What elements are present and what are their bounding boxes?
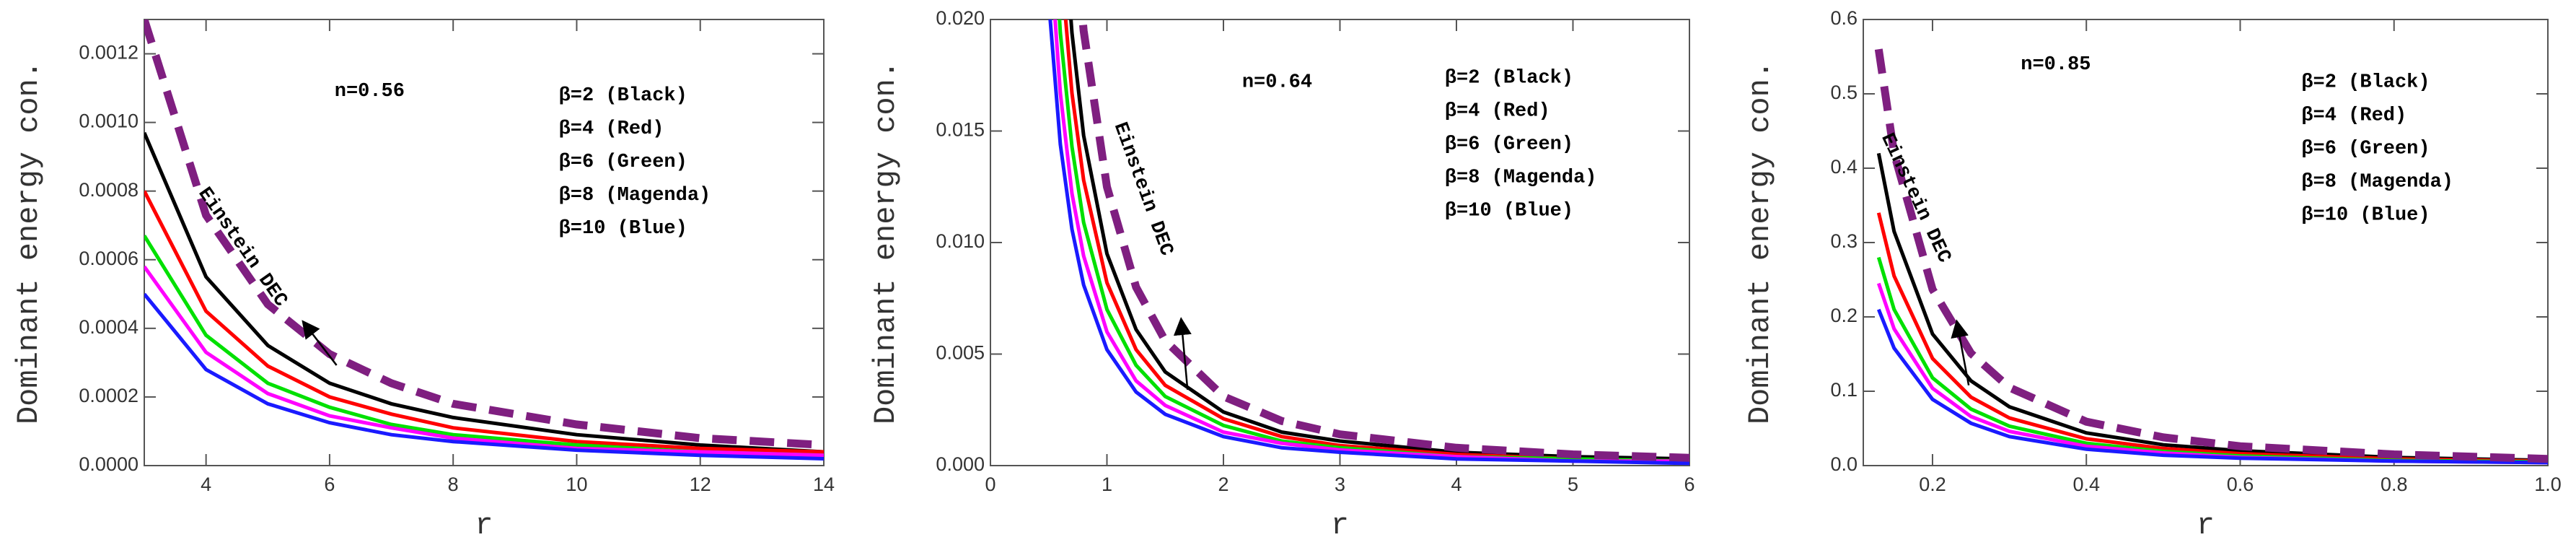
y-tick-label: 0.6 xyxy=(1830,7,1858,29)
x-tick-label: 1 xyxy=(1102,474,1112,495)
legend-entry: β=8 (Magenda) xyxy=(1445,167,1597,188)
series-line xyxy=(1058,19,1689,463)
plot-frame xyxy=(1863,19,2549,466)
x-tick-label: 0.8 xyxy=(2381,474,2408,495)
x-axis-label: r xyxy=(1331,508,1349,543)
y-tick-label: 0.010 xyxy=(936,230,985,252)
y-tick-label: 0.0000 xyxy=(79,453,139,475)
legend-entry: β=4 (Red) xyxy=(559,118,664,140)
x-tick-label: 0.2 xyxy=(1919,474,1946,495)
legend-entry: β=6 (Green) xyxy=(2301,139,2430,160)
x-tick-label: 0.6 xyxy=(2227,474,2254,495)
legend-entry: β=8 (Magenda) xyxy=(559,185,711,206)
x-tick-label: 5 xyxy=(1568,474,1578,495)
y-axis-label: Dominant energy con. xyxy=(12,61,46,424)
lines xyxy=(1048,19,1689,466)
x-tick-label: 1.0 xyxy=(2534,474,2562,495)
series-line xyxy=(144,190,824,454)
x-tick-label: 8 xyxy=(448,474,459,495)
legend-entry: β=2 (Black) xyxy=(2301,72,2430,94)
series-line xyxy=(1876,282,2548,465)
legend-entry: β=4 (Red) xyxy=(1445,100,1550,122)
y-tick-label: 0.0 xyxy=(1830,453,1858,475)
x-tick-label: 12 xyxy=(690,474,711,495)
y-tick-label: 0.000 xyxy=(936,453,985,475)
y-axis-label: Dominant energy con. xyxy=(1743,61,1777,424)
series-line xyxy=(1063,19,1689,463)
series-line xyxy=(1078,19,1689,462)
legend-entry: β=6 (Green) xyxy=(559,152,687,173)
legend-entry: β=4 (Red) xyxy=(2301,105,2406,127)
legend-entry: β=10 (Blue) xyxy=(559,218,687,240)
y-tick-label: 0.0010 xyxy=(79,110,139,132)
series-line xyxy=(144,292,824,461)
y-tick-label: 0.005 xyxy=(936,342,985,364)
y-tick-label: 0.5 xyxy=(1830,82,1858,103)
annotation: n=0.85 xyxy=(2021,54,2091,76)
legend-entry: β=8 (Magenda) xyxy=(2301,172,2453,193)
x-tick-label: 10 xyxy=(566,474,587,495)
y-tick-label: 0.1 xyxy=(1830,379,1858,401)
y-tick-label: 0.0002 xyxy=(79,385,139,406)
plot-frame xyxy=(990,19,1690,466)
x-axis-label: r xyxy=(2197,508,2215,543)
x-tick-label: 6 xyxy=(324,474,335,495)
legend-entry: β=10 (Blue) xyxy=(2301,205,2430,227)
x-tick-label: 0 xyxy=(985,474,995,495)
annotation: n=0.56 xyxy=(335,81,405,103)
y-tick-label: 0.0012 xyxy=(79,42,139,64)
legend-entry: β=2 (Black) xyxy=(1445,67,1573,89)
x-tick-label: 2 xyxy=(1218,474,1228,495)
curve-label: Einstein DEC xyxy=(193,184,291,311)
legend-entry: β=6 (Green) xyxy=(1445,134,1573,155)
y-axis-label: Dominant energy con. xyxy=(869,61,903,424)
lines xyxy=(144,19,824,461)
x-tick-label: 4 xyxy=(1451,474,1461,495)
x-tick-label: 14 xyxy=(813,474,835,495)
series-line xyxy=(144,131,824,454)
panel: 0.000 0.005 0.010 0.015 0.020 0 1 2 3 4 5 6 β=2 (Bla… xyxy=(869,7,1694,543)
lines xyxy=(1874,48,2548,465)
series-line xyxy=(1048,19,1689,466)
series-line xyxy=(1874,48,2548,463)
legend-entry: β=2 (Black) xyxy=(559,85,687,107)
series-line xyxy=(144,265,824,458)
arrow xyxy=(1173,317,1192,391)
y-tick-label: 0.3 xyxy=(1830,230,1858,252)
legend-entry: β=10 (Blue) xyxy=(1445,200,1573,222)
series-line xyxy=(1069,19,1689,461)
x-tick-label: 3 xyxy=(1335,474,1345,495)
y-tick-label: 0.4 xyxy=(1830,156,1858,178)
series-line xyxy=(1876,308,2548,465)
series-line xyxy=(1876,212,2548,463)
arrow xyxy=(302,320,338,366)
y-tick-label: 0.0006 xyxy=(79,248,139,269)
arrow xyxy=(1951,319,1970,385)
series-line xyxy=(144,19,824,449)
panel: 0.0000 0.0002 0.0004 0.0006 0.0008 0.0010 0.00… xyxy=(12,19,835,543)
plot-frame xyxy=(144,19,825,466)
y-tick-label: 0.0004 xyxy=(79,316,139,338)
y-tick-label: 0.020 xyxy=(936,7,985,29)
x-tick-label: 0.4 xyxy=(2072,474,2100,495)
y-tick-label: 0.015 xyxy=(936,119,985,141)
x-tick-label: 6 xyxy=(1684,474,1694,495)
series-line xyxy=(1053,19,1689,463)
annotation: n=0.64 xyxy=(1242,72,1312,94)
x-axis-label: r xyxy=(475,508,493,543)
series-line xyxy=(1876,256,2548,464)
x-tick-label: 4 xyxy=(201,474,211,495)
panel: 0.0 0.1 0.2 0.3 0.4 0.5 0.6 0.2 0.4 0.6 0.8 1.0 β=2 … xyxy=(1743,7,2562,543)
y-tick-label: 0.2 xyxy=(1830,305,1858,326)
curve-label: Einstein DEC xyxy=(1109,120,1177,259)
y-tick-label: 0.0008 xyxy=(79,179,139,201)
